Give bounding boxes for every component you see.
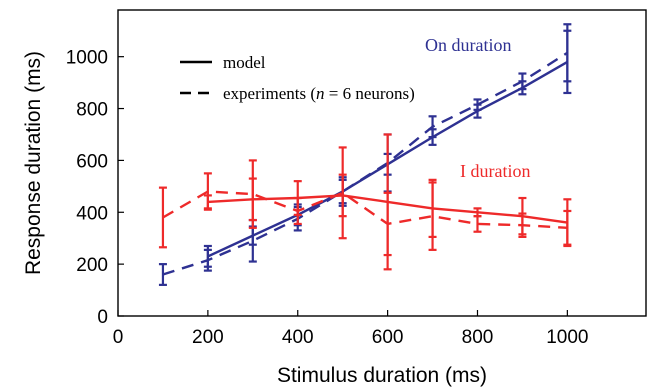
legend-label-experiments: experiments (n = 6 neurons) [223, 84, 415, 103]
x-axis-ticks: 0 200 400 600 800 1000 [113, 310, 589, 348]
y-tick-label: 400 [76, 203, 108, 224]
legend-label-model: model [223, 53, 266, 72]
x-tick-label: 1000 [546, 327, 588, 348]
x-tick-label: 200 [192, 327, 224, 348]
y-axis-ticks: 0 200 400 600 800 1000 [66, 48, 124, 328]
x-tick-label: 600 [372, 327, 404, 348]
y-axis-label: Response duration (ms) [22, 51, 45, 275]
plot-frame [117, 9, 647, 317]
series-on-dashed [158, 23, 572, 286]
legend-label-experiments-prefix: experiments ( [223, 84, 316, 103]
y-tick-label: 200 [76, 255, 108, 276]
x-tick-label: 800 [462, 327, 494, 348]
y-tick-label: 600 [76, 151, 108, 172]
annotation-i-duration: I duration [460, 161, 530, 181]
x-tick-label: 400 [282, 327, 314, 348]
annotation-on-duration: On duration [425, 35, 511, 55]
series-i-dashed [158, 146, 572, 257]
x-axis-label: Stimulus duration (ms) [277, 364, 487, 387]
series-layer [158, 23, 572, 286]
series-line [162, 190, 568, 229]
x-tick-label: 0 [113, 327, 124, 348]
legend-label-experiments-n: n [316, 84, 325, 103]
y-tick-label: 800 [76, 100, 108, 121]
y-tick-label: 1000 [66, 48, 108, 69]
legend: model experiments (n = 6 neurons) [180, 53, 415, 103]
y-tick-label: 0 [97, 307, 108, 328]
legend-label-experiments-suffix: = 6 neurons) [325, 84, 415, 103]
series-line [162, 51, 569, 276]
